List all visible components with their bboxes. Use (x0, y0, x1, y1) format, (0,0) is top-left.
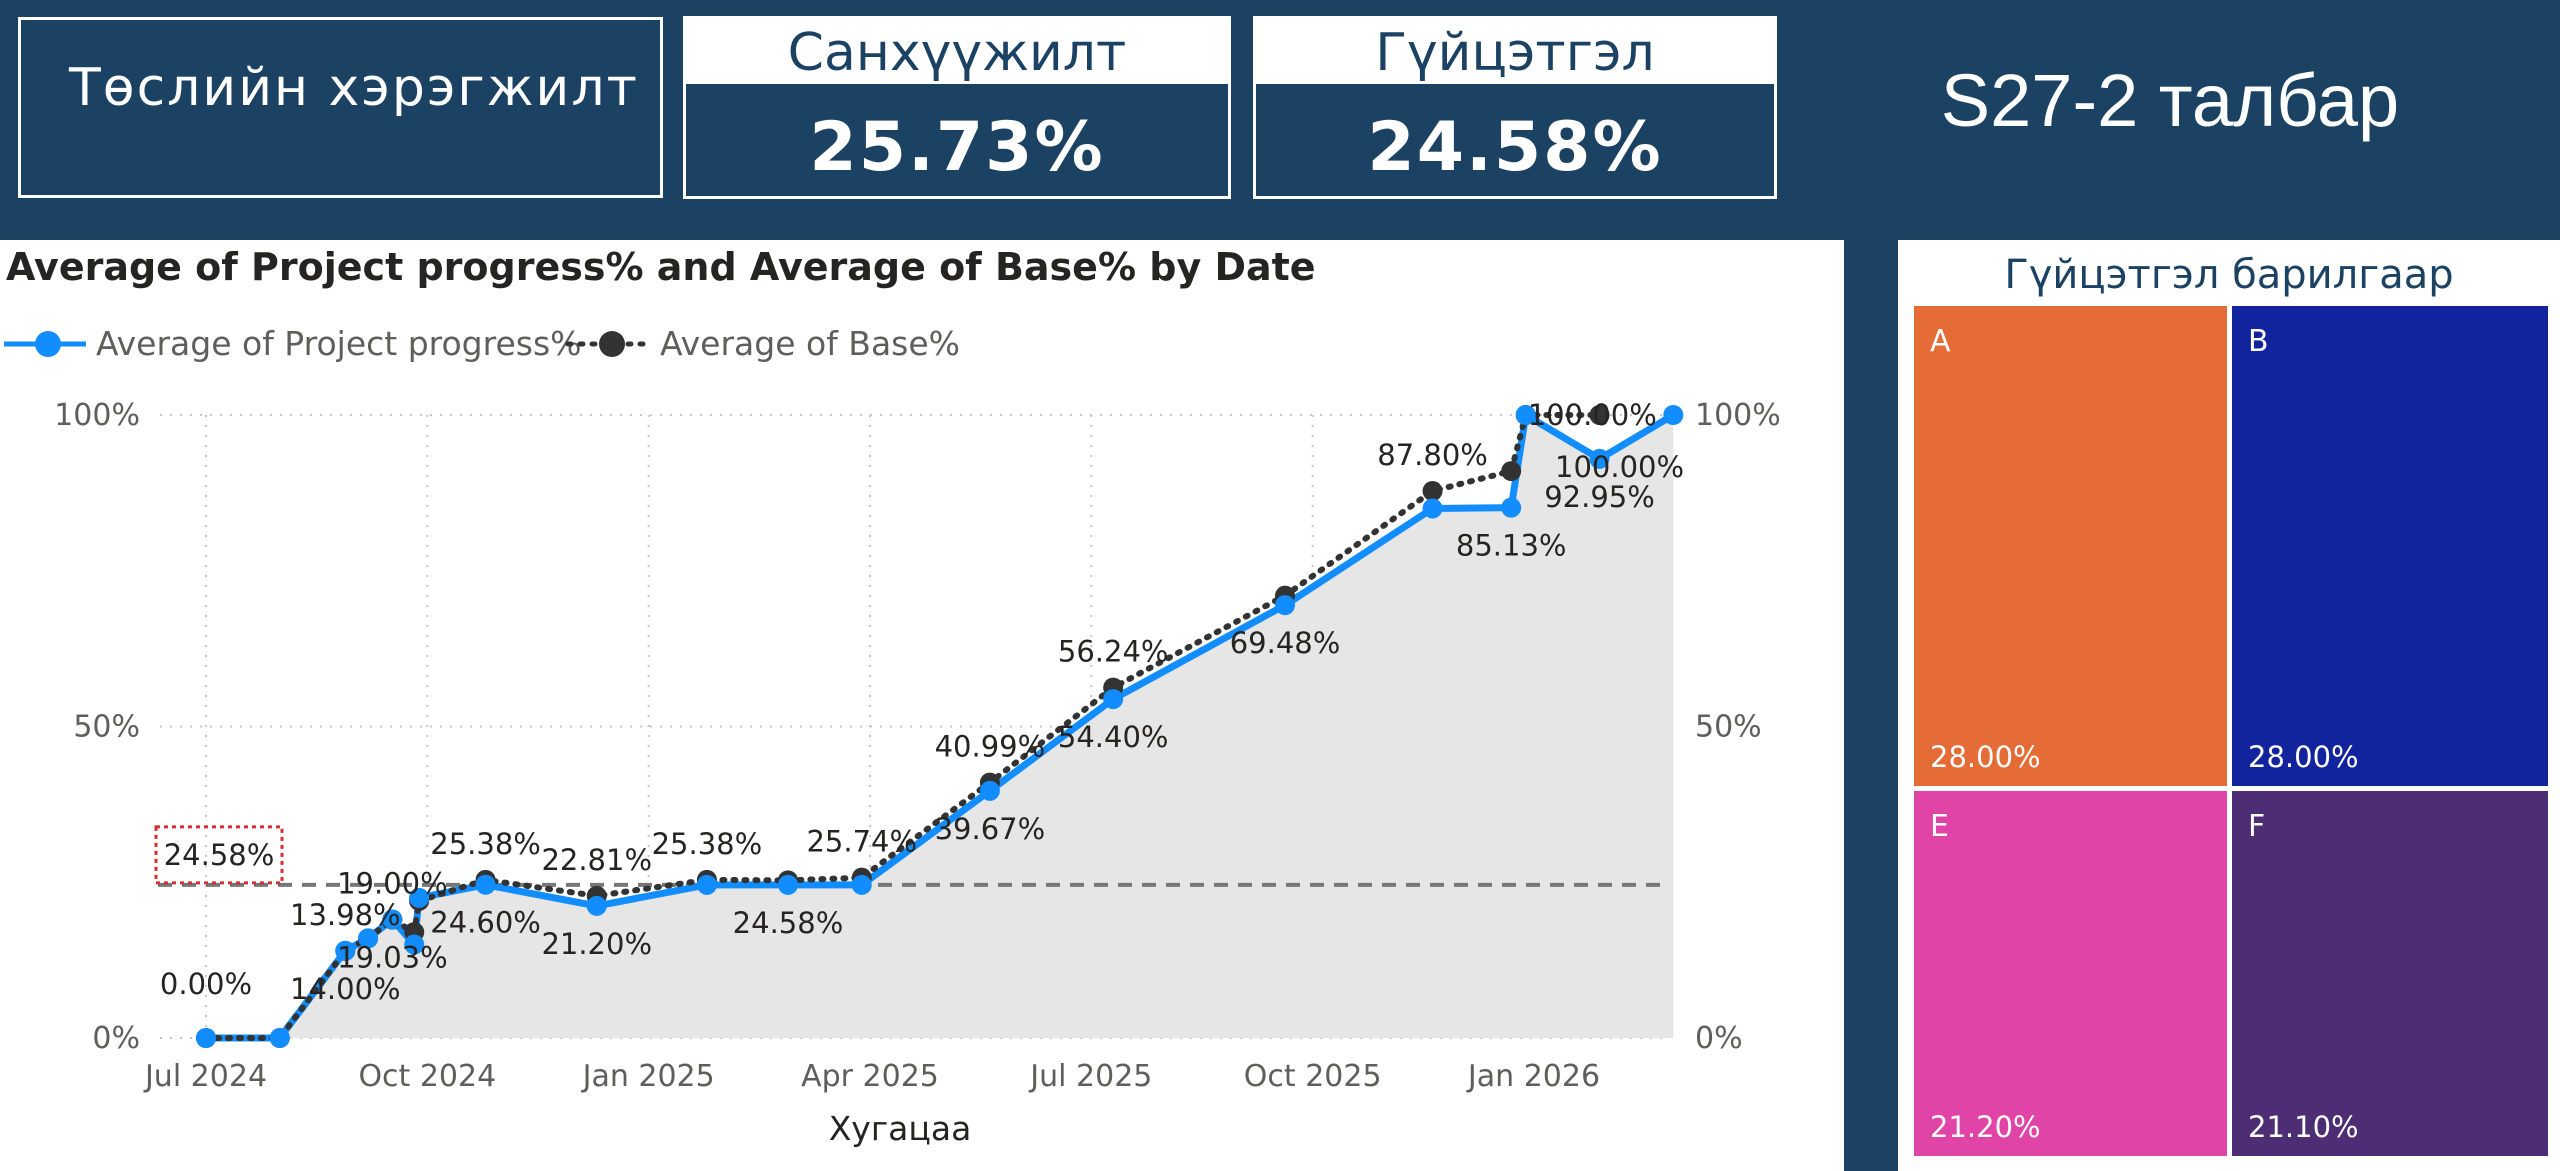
chart-legend[interactable]: Average of Project progress% Average of … (4, 324, 960, 363)
tile-name: A (1930, 324, 1951, 359)
progress-point[interactable] (358, 928, 379, 949)
progress-point[interactable] (382, 909, 403, 930)
legend-base-label: Average of Base% (660, 324, 960, 363)
x-tick-label: Apr 2025 (801, 1059, 939, 1094)
base-data-label: 25.38% (430, 827, 541, 861)
progress-point[interactable] (1501, 497, 1522, 518)
base-point[interactable] (1589, 405, 1610, 425)
progress-point[interactable] (269, 1028, 290, 1048)
treemap-tile-a[interactable]: A 28.00% (1914, 306, 2227, 786)
x-tick-label: Jan 2026 (1466, 1059, 1600, 1094)
y-tick-label-left: 50% (73, 710, 140, 745)
progress-point[interactable] (1663, 405, 1684, 425)
tile-name: E (1930, 809, 1949, 844)
tile-value: 21.20% (1930, 1110, 2041, 1144)
base-data-label: 100.00% (1555, 450, 1684, 484)
progress-point[interactable] (1589, 448, 1610, 469)
tile-value: 28.00% (2248, 740, 2359, 774)
progress-point[interactable] (586, 895, 607, 916)
progress-area (206, 415, 1674, 1038)
progress-point[interactable] (979, 780, 1000, 801)
reference-label-box (154, 825, 284, 885)
treemap-tile-b[interactable]: B 28.00% (2232, 306, 2548, 786)
treemap-panel: Гүйцэтгэл барилгаар A 28.00% B 28.00% E … (1898, 240, 2560, 1171)
x-tick-label: Oct 2025 (1244, 1059, 1382, 1094)
tile-name: B (2248, 324, 2269, 359)
progress-point[interactable] (1515, 405, 1536, 425)
base-data-label: 25.38% (652, 827, 763, 861)
finance-kpi-card: Санхүүжилт 25.73% (683, 16, 1231, 199)
progress-data-label: 54.40% (1058, 720, 1169, 754)
base-data-label: 40.99% (935, 730, 1046, 764)
treemap-tile-e[interactable]: E 21.20% (1914, 791, 2227, 1156)
base-data-label: 25.74% (806, 825, 917, 859)
legend-base-marker (599, 331, 625, 357)
project-title-card: Төслийн хэрэгжилт (18, 17, 663, 198)
chart-title: Average of Project progress% and Average… (6, 245, 1316, 289)
x-tick-label: Jul 2024 (143, 1059, 267, 1094)
progress-point[interactable] (404, 934, 425, 955)
progress-point[interactable] (335, 940, 356, 961)
y-tick-label-left: 100% (54, 398, 140, 433)
y-tick-label-right: 100% (1695, 398, 1781, 433)
progress-point[interactable] (1103, 689, 1124, 710)
progress-point[interactable] (851, 874, 872, 895)
tile-name: F (2248, 809, 2266, 844)
progress-point[interactable] (777, 874, 798, 895)
progress-data-label: 39.67% (935, 812, 1046, 846)
performance-kpi-value: 24.58% (1367, 108, 1663, 187)
base-data-label: 13.98% (290, 898, 401, 932)
progress-point[interactable] (1275, 595, 1295, 616)
finance-kpi-label: Санхүүжилт (686, 19, 1228, 84)
x-axis-title: Хугацаа (829, 1109, 972, 1148)
legend-progress-marker (35, 331, 61, 357)
y-tick-label-right: 50% (1695, 710, 1762, 745)
x-tick-label: Jan 2025 (581, 1059, 715, 1094)
performance-kpi-card: Гүйцэтгэл 24.58% (1253, 16, 1777, 199)
legend-progress-label: Average of Project progress% (96, 324, 582, 363)
base-data-label: 19.00% (337, 867, 448, 901)
finance-kpi-value: 25.73% (809, 108, 1105, 187)
base-data-label: 56.24% (1058, 635, 1169, 669)
progress-point[interactable] (196, 1028, 216, 1048)
treemap-tile-f[interactable]: F 21.10% (2232, 791, 2548, 1156)
y-tick-label-right: 0% (1695, 1021, 1743, 1056)
reference-label: 24.58% (164, 838, 275, 872)
progress-data-label: 92.95% (1544, 480, 1655, 514)
progress-data-label: 85.13% (1456, 529, 1567, 563)
field-name: S27-2 талбар (1940, 59, 2400, 142)
progress-point[interactable] (696, 874, 717, 895)
progress-data-label: 14.00% (290, 972, 401, 1006)
project-title: Төслийн хэрэгжилт (69, 58, 639, 118)
x-tick-label: Jul 2025 (1028, 1059, 1152, 1094)
progress-point[interactable] (409, 887, 430, 908)
base-data-label: 22.81% (541, 843, 652, 877)
progress-data-label: 0.00% (160, 967, 252, 1001)
progress-data-label: 24.60% (430, 906, 541, 940)
base-data-label: 87.80% (1377, 438, 1488, 472)
performance-kpi-label: Гүйцэтгэл (1256, 19, 1774, 84)
treemap-title: Гүйцэтгэл барилгаар (2004, 252, 2454, 298)
progress-data-label: 24.58% (733, 906, 844, 940)
progress-point[interactable] (1422, 498, 1443, 519)
progress-data-label: 21.20% (541, 927, 652, 961)
tile-value: 21.10% (2248, 1110, 2359, 1144)
tile-value: 28.00% (1930, 740, 2041, 774)
progress-data-label: 19.03% (337, 940, 448, 974)
base-point[interactable] (1501, 461, 1522, 482)
base-data-label: 100.00% (1528, 398, 1657, 432)
x-tick-label: Oct 2024 (358, 1059, 496, 1094)
progress-line-chart[interactable]: Average of Project progress% and Average… (0, 240, 1844, 1171)
progress-data-label: 69.48% (1230, 626, 1341, 660)
progress-point[interactable] (475, 874, 496, 895)
y-tick-label-left: 0% (92, 1021, 140, 1056)
chart-canvas: Average of Project progress% and Average… (4, 245, 1781, 1148)
base-point[interactable] (1422, 481, 1443, 502)
